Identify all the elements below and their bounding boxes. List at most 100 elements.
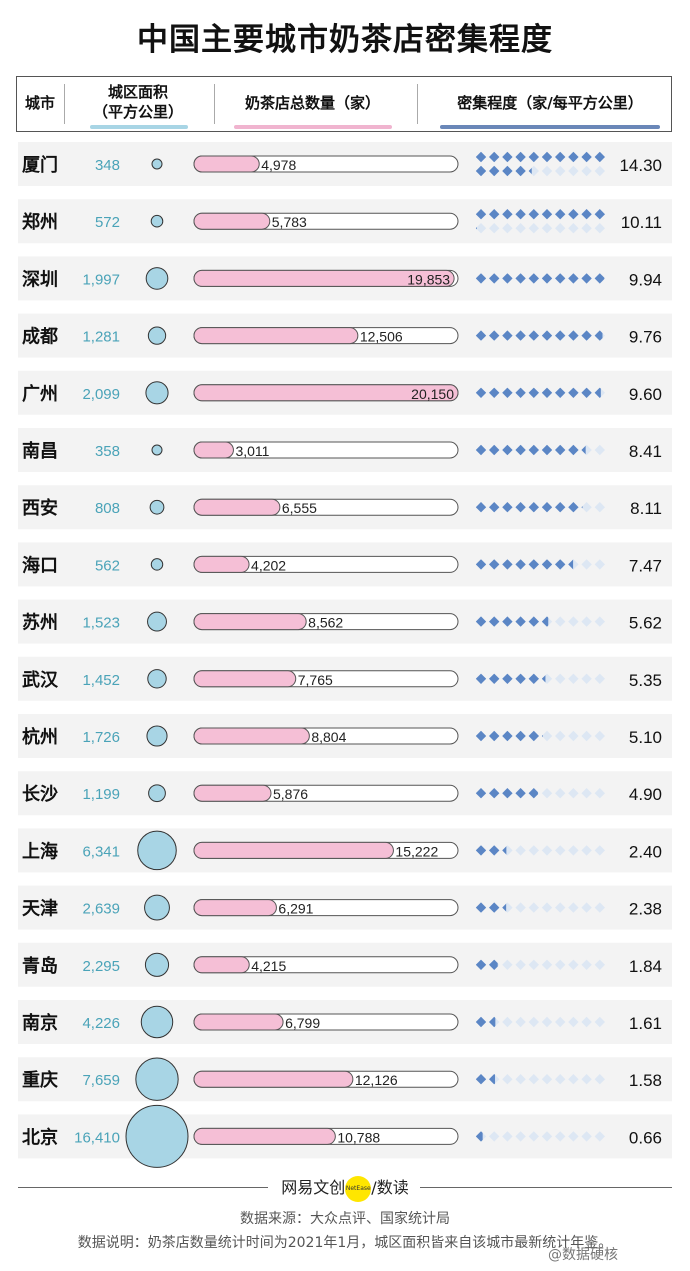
density-diamond-empty xyxy=(515,1131,526,1142)
density-diamond-empty xyxy=(541,845,553,856)
density-diamond-empty xyxy=(594,502,605,513)
density-diamond xyxy=(489,960,499,970)
density-diamond-empty xyxy=(594,165,605,177)
density-diamond-empty xyxy=(581,902,592,913)
density-diamond-empty xyxy=(555,223,566,234)
density-diamond-empty xyxy=(528,1074,539,1085)
shops-value: 15,222 xyxy=(395,843,438,859)
density-diamond-empty xyxy=(594,1074,605,1085)
density-diamond-empty xyxy=(594,223,605,234)
density-diamond-empty xyxy=(502,1074,513,1085)
density-diamond-empty xyxy=(594,616,605,627)
shops-value: 19,853 xyxy=(407,271,450,287)
density-diamond xyxy=(542,209,552,219)
density-value: 9.60 xyxy=(629,385,662,404)
area-value: 1,281 xyxy=(82,329,120,346)
density-diamond xyxy=(489,559,499,569)
city-label: 海口 xyxy=(22,554,58,576)
area-circle xyxy=(151,158,163,170)
density-diamond xyxy=(476,960,486,970)
density-diamond xyxy=(595,273,605,283)
shops-bar xyxy=(193,327,359,345)
area-value: 808 xyxy=(95,500,120,517)
density-diamond xyxy=(529,209,539,219)
density-diamond-empty xyxy=(568,223,579,234)
density-diamond xyxy=(476,388,486,398)
area-value: 358 xyxy=(95,443,120,460)
shops-bar xyxy=(193,269,455,287)
density-diamond-empty xyxy=(568,1074,579,1085)
area-circle xyxy=(135,1057,179,1101)
density-diamond xyxy=(515,674,525,684)
density-diamond-empty xyxy=(568,730,579,742)
city-label: 北京 xyxy=(22,1126,58,1148)
area-circle xyxy=(125,1104,189,1168)
density-diamond-empty xyxy=(541,1016,553,1028)
density-diamond-empty xyxy=(594,559,605,570)
density-diamond xyxy=(542,330,552,340)
density-diamond xyxy=(502,788,512,798)
brand-left: 网易文创 xyxy=(281,1178,346,1197)
density-diamond xyxy=(489,502,499,512)
density-diamond-empty xyxy=(555,730,566,742)
density-diamond xyxy=(489,674,499,684)
density-diamond-empty xyxy=(541,1131,553,1142)
density-diamond-empty xyxy=(581,1016,592,1028)
area-value: 1,199 xyxy=(82,786,120,803)
density-diamond-empty xyxy=(555,616,566,627)
density-diamond-empty xyxy=(581,673,592,684)
brand-dot: NetEase xyxy=(345,1175,372,1202)
density-diamond-empty xyxy=(515,959,526,970)
area-circle xyxy=(146,725,168,747)
density-diamond xyxy=(555,445,565,455)
density-diamond xyxy=(476,902,486,912)
density-value: 9.76 xyxy=(629,328,662,347)
brand-right: /数读 xyxy=(371,1178,409,1197)
density-diamond-empty xyxy=(581,616,592,627)
chart-title: 中国主要城市奶茶店密集程度 xyxy=(137,22,553,58)
density-diamond xyxy=(595,330,605,340)
density-diamond xyxy=(555,209,565,219)
density-diamond-empty xyxy=(489,223,500,234)
area-circle xyxy=(145,381,169,405)
density-diamond xyxy=(542,388,552,398)
shops-bar xyxy=(193,1127,336,1145)
density-diamond-empty xyxy=(594,444,605,456)
density-diamond-empty xyxy=(568,788,579,799)
density-value: 5.10 xyxy=(629,728,662,747)
density-diamond xyxy=(502,273,512,283)
density-diamond-empty xyxy=(594,673,605,684)
shops-bar xyxy=(193,1070,354,1088)
density-diamond-empty xyxy=(515,1074,526,1085)
shops-value: 3,011 xyxy=(235,443,269,459)
density-diamond-empty xyxy=(594,902,605,913)
density-diamond xyxy=(476,166,486,176)
density-diamond-empty xyxy=(568,845,579,856)
header-area-line2: （平方公里） xyxy=(92,103,183,121)
city-label: 重庆 xyxy=(22,1069,58,1091)
area-circle xyxy=(144,894,170,921)
density-diamond xyxy=(502,166,512,176)
density-diamond xyxy=(489,788,499,798)
density-diamond xyxy=(515,559,525,569)
density-diamond xyxy=(476,845,486,855)
density-diamond-empty xyxy=(581,788,592,799)
density-diamond xyxy=(581,152,591,162)
density-diamond xyxy=(502,209,512,219)
density-value: 14.30 xyxy=(619,156,662,175)
area-value: 7,659 xyxy=(82,1072,120,1089)
density-diamond xyxy=(542,445,552,455)
shops-value: 7,765 xyxy=(298,672,333,688)
shops-value: 5,783 xyxy=(272,214,307,230)
area-circle xyxy=(147,611,167,632)
density-diamond-empty xyxy=(528,223,539,234)
density-diamond-empty xyxy=(541,959,553,970)
header-density: 密集程度（家/每平方公里） xyxy=(457,94,643,112)
density-diamond xyxy=(581,273,591,283)
density-diamond xyxy=(542,502,552,512)
density-diamond-empty xyxy=(581,845,592,856)
density-diamond-empty xyxy=(555,959,566,970)
area-value: 2,099 xyxy=(82,386,120,403)
density-diamond-empty xyxy=(594,788,605,799)
area-value: 16,410 xyxy=(74,1129,120,1146)
